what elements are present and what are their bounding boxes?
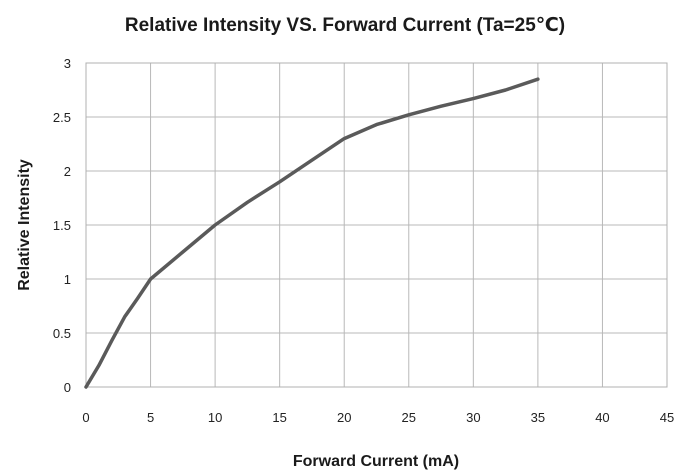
y-tick-label: 3	[64, 56, 71, 71]
y-tick-label: 2	[64, 164, 71, 179]
x-tick-label: 40	[595, 410, 609, 425]
y-tick-label: 0	[64, 380, 71, 395]
x-tick-label: 35	[531, 410, 545, 425]
x-tick-label: 25	[402, 410, 416, 425]
x-tick-label: 30	[466, 410, 480, 425]
y-axis-ticks: 0 0.5 1 1.5 2 2.5 3	[53, 56, 71, 395]
y-tick-label: 2.5	[53, 110, 71, 125]
x-axis-label: Forward Current (mA)	[293, 453, 459, 470]
x-tick-label: 10	[208, 410, 222, 425]
x-tick-label: 20	[337, 410, 351, 425]
series-line	[84, 77, 540, 389]
x-tick-label: 15	[272, 410, 286, 425]
y-tick-label: 1	[64, 272, 71, 287]
grid	[85, 62, 668, 388]
y-axis-label: Relative Intensity	[16, 159, 33, 291]
x-axis-ticks: 0 5 10 15 20 25 30 35 40 45	[82, 410, 674, 425]
x-tick-label: 45	[660, 410, 674, 425]
x-tick-label: 0	[82, 410, 89, 425]
series-layer	[84, 77, 540, 389]
chart-title: Relative Intensity VS. Forward Current (…	[125, 15, 565, 36]
y-tick-label: 0.5	[53, 326, 71, 341]
plot-area	[85, 62, 668, 388]
y-tick-label: 1.5	[53, 218, 71, 233]
x-tick-label: 5	[147, 410, 154, 425]
